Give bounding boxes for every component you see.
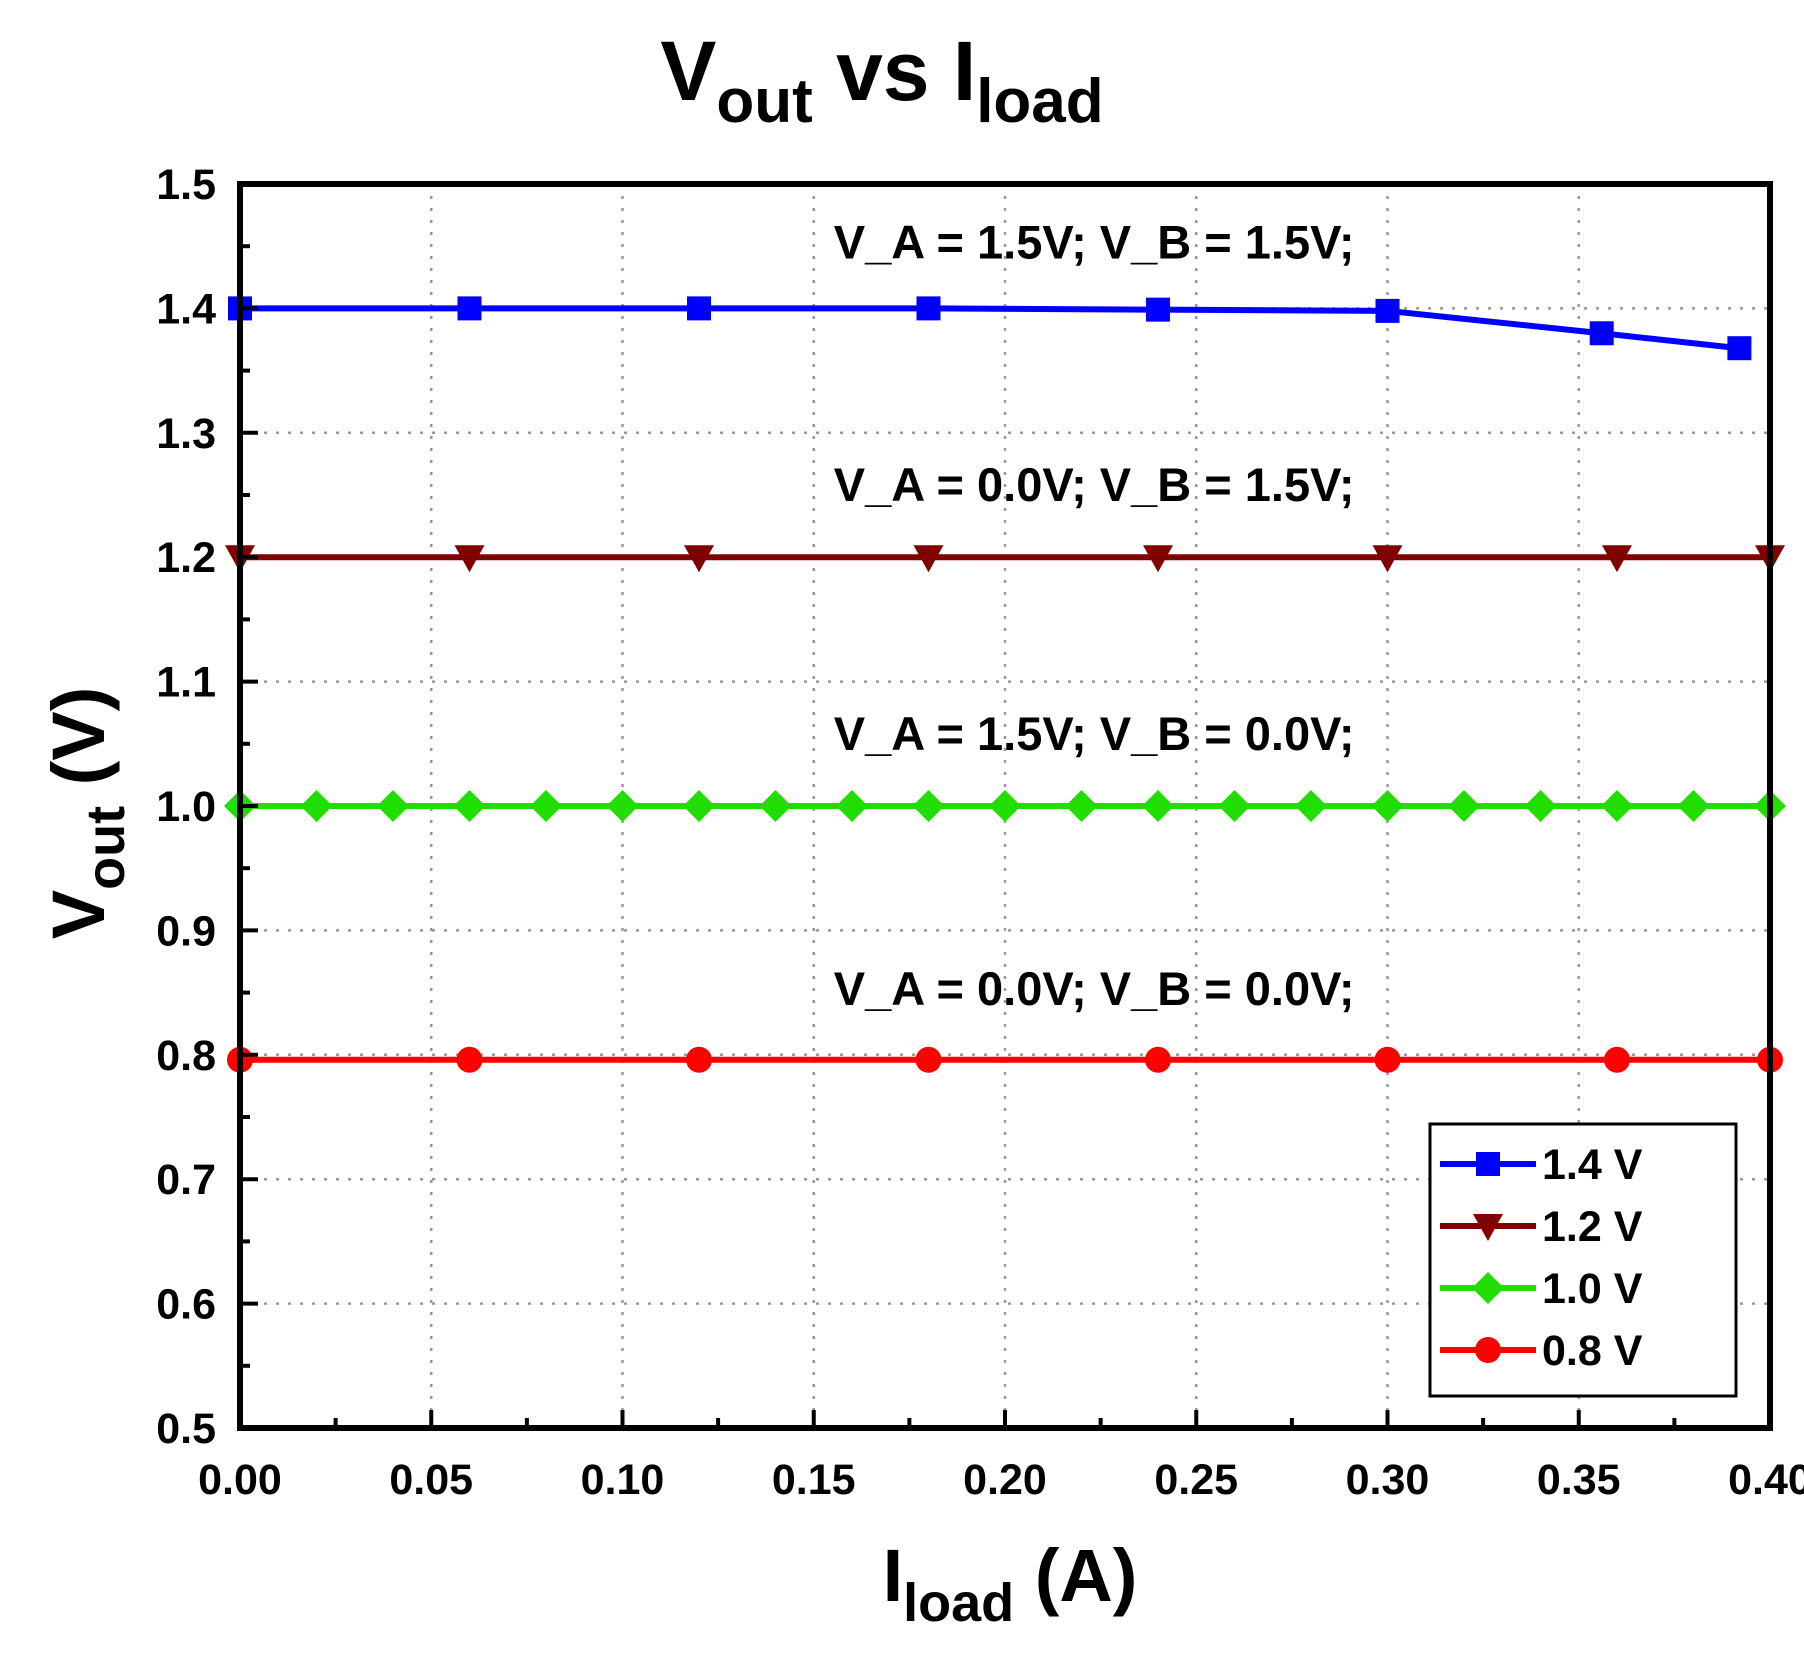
data-point [683,790,715,822]
data-point [916,296,941,321]
data-point [377,790,409,822]
y-axis-label: Vout (V) [37,687,136,940]
y-tick-label: 0.9 [156,907,216,955]
data-point [1143,545,1173,573]
y-axis-label-main: V [37,890,120,939]
data-point [1146,297,1170,322]
data-point [989,790,1021,822]
data-point [915,1046,942,1073]
data-point [454,545,485,573]
legend-label: 0.8 V [1542,1327,1643,1375]
x-axis-label-unit: (A) [1014,1534,1137,1617]
data-point [759,790,792,822]
y-tick-label: 1.4 [156,285,216,333]
annotation: V_A = 0.0V; V_B = 1.5V; [834,458,1355,511]
data-point [530,790,562,822]
legend-marker [1476,1152,1500,1176]
x-tick-label: 0.10 [581,1456,665,1504]
legend-marker [1472,1272,1504,1304]
legend-label: 1.0 V [1542,1265,1643,1313]
legend-item: 1.2 V [1440,1203,1643,1251]
legend-item: 1.4 V [1440,1141,1643,1189]
data-point [1677,790,1710,822]
data-point [1602,545,1632,573]
y-tick-label: 0.8 [156,1032,216,1080]
series-1-4V [228,296,1752,361]
data-point [1374,1046,1401,1073]
y-tick-label: 1.2 [156,534,216,582]
chart-title-subscript: out [716,67,812,136]
data-point [606,790,639,822]
annotation-layer: V_A = 1.5V; V_B = 1.5V; V_A = 0.0V; V_B =… [834,216,1355,1015]
data-point [457,296,482,321]
data-point [1295,790,1327,822]
y-tick-label: 1.1 [156,659,216,707]
data-point [300,790,333,822]
data-point [1727,336,1752,361]
data-point [684,545,714,573]
data-point [687,296,711,321]
data-point [1372,545,1403,573]
data-point [836,790,868,822]
data-point [1448,790,1480,822]
legend-label: 1.2 V [1542,1203,1643,1251]
x-tick-label: 0.35 [1537,1456,1621,1504]
data-point [1371,790,1404,822]
series-line [240,305,1740,352]
legend-marker [1475,1337,1501,1363]
x-axis-label-main: I [883,1534,904,1617]
data-point [1218,790,1251,822]
y-tick-label: 0.6 [156,1281,216,1329]
legend-item: 0.8 V [1440,1327,1643,1375]
y-axis-label-unit: (V) [37,687,120,806]
chart-title-subscript-2: load [976,67,1103,136]
legend-label: 1.4 V [1542,1141,1643,1189]
data-point [913,545,944,573]
y-tick-label: 0.5 [156,1405,216,1453]
annotation: V_A = 0.0V; V_B = 0.0V; [834,962,1355,1015]
data-point [1142,790,1174,822]
data-point [1524,790,1557,822]
x-tick-label: 0.30 [1346,1456,1430,1504]
data-point [912,790,945,822]
series-1-0V [224,790,1786,822]
x-axis-label: Iload (A) [883,1534,1138,1633]
legend-marker [1473,1214,1503,1241]
tick-layer: 0.00 0.05 0.10 0.15 0.20 0.25 0.30 0.35 0.40 0.5 0… [156,161,1804,1504]
data-point [1601,790,1633,822]
data-point [1604,1046,1630,1073]
x-tick-label: 0.15 [772,1456,856,1504]
x-tick-label: 0.00 [198,1456,282,1504]
annotation: V_A = 1.5V; V_B = 1.5V; [834,216,1355,269]
x-tick-label: 0.25 [1154,1456,1238,1504]
y-tick-label: 1.0 [156,783,216,831]
y-tick-label: 0.7 [156,1156,216,1204]
data-point [686,1046,712,1073]
chart-title-main: V [660,24,716,118]
legend: 1.4 V 1.2 V 1.0 V 0.8 V [1428,1122,1738,1398]
x-tick-label: 0.40 [1728,1456,1804,1504]
data-point [456,1046,483,1073]
x-tick-label: 0.20 [963,1456,1047,1504]
y-tick-label: 1.3 [156,410,216,458]
data-point [1589,321,1614,346]
annotation: V_A = 1.5V; V_B = 0.0V; [834,707,1355,760]
y-tick-label: 1.5 [156,161,216,209]
x-axis-label-subscript: load [903,1573,1014,1633]
data-point [1375,298,1400,323]
legend-item: 1.0 V [1440,1265,1643,1313]
x-tick-label: 0.05 [389,1456,473,1504]
data-point [1065,790,1098,822]
y-axis-label-subscript: out [76,806,136,890]
chart-title: Vout vs Iload [660,24,1103,136]
data-point [453,790,486,822]
data-point [1145,1046,1171,1073]
chart-title-middle: vs I [813,24,976,118]
